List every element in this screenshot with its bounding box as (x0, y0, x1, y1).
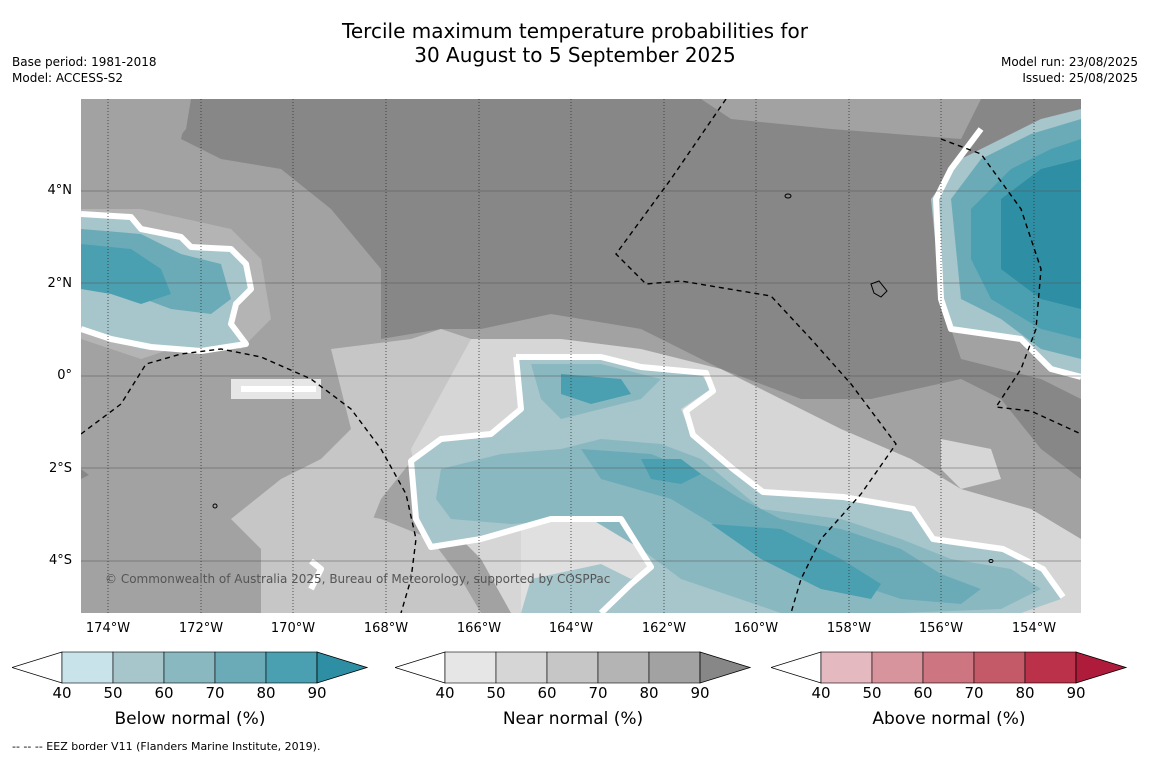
lon-tick-170w: 170°W (270, 621, 316, 636)
island-c (212, 503, 218, 509)
colorbar-tick-label: 40 (435, 684, 455, 702)
colorbar-swatch (648, 651, 701, 684)
map-panel: © Commonwealth of Australia 2025, Bureau… (80, 98, 1082, 616)
lat-tick-2s: 2°S (48, 461, 72, 476)
colorbar-above-swatches (771, 651, 1128, 684)
region-below-70-central (581, 449, 981, 604)
model-name: Model: ACCESS-S2 (12, 71, 124, 85)
colorbar-below-swatches (12, 651, 369, 684)
title-line-2: 30 August to 5 September 2025 (414, 43, 736, 67)
island-d (988, 559, 994, 563)
colorbar-near-title: Near normal (%) (502, 709, 644, 729)
contour-central-north (516, 354, 1066, 599)
colorbar-tick-label: 60 (537, 684, 557, 702)
colorbar-swatch (163, 651, 216, 684)
region-below-80-west (81, 244, 171, 304)
eez-footer-note: -- -- -- EEZ border V11 (Flanders Marine… (12, 740, 321, 753)
colorbar-tick-label: 70 (205, 684, 225, 702)
colorbar-tick-label: 80 (639, 684, 659, 702)
colorbar-max-arrow (316, 651, 369, 684)
lat-tick-4n: 4°N (47, 183, 73, 198)
lon-tick-160w: 160°W (733, 621, 779, 636)
colorbar-swatch (61, 651, 114, 684)
islands (212, 193, 994, 563)
island-b (784, 193, 792, 199)
lat-tick-4s: 4°S (48, 553, 72, 568)
lat-tick-2n: 2°N (47, 276, 73, 291)
lon-tick-166w: 166°W (456, 621, 502, 636)
island-a (870, 280, 888, 298)
region-below-80-central (641, 459, 701, 484)
lon-tick-168w: 168°W (363, 621, 409, 636)
eez-central (615, 98, 897, 614)
contour-central-south (408, 356, 654, 616)
colorbar-swatch (597, 651, 650, 684)
colorbar-tick-label: 40 (811, 684, 831, 702)
colorbar-swatch (265, 651, 318, 684)
colorbar-tick-label: 90 (690, 684, 710, 702)
colorbar-max-arrow (1075, 651, 1128, 684)
region-near-80-top (701, 99, 981, 139)
colorbar-below-title: Below normal (%) (114, 709, 266, 729)
lon-tick-174w: 174°W (85, 621, 131, 636)
colorbar-tick-label: 90 (307, 684, 327, 702)
colorbar-swatch (112, 651, 165, 684)
contour-tiny (308, 558, 324, 591)
colorbar-swatch (1024, 651, 1077, 684)
lat-tick-0: 0° (57, 368, 72, 383)
colorbar-swatch (495, 651, 548, 684)
region-below-80-south (711, 524, 881, 599)
colorbar-tick-label: 50 (862, 684, 882, 702)
colorbar-swatch (871, 651, 924, 684)
issued-date: Issued: 25/08/2025 (1022, 71, 1138, 85)
colorbar-tick-label: 70 (964, 684, 984, 702)
eez-borders (80, 98, 1082, 614)
copyright-note: © Commonwealth of Australia 2025, Bureau… (105, 572, 611, 586)
colorbar-tick-label: 90 (1066, 684, 1086, 702)
colorbar-above-title: Above normal (%) (872, 709, 1026, 729)
colorbar-swatch (922, 651, 975, 684)
region-near-60 (231, 329, 511, 569)
colorbar-tick-label: 60 (154, 684, 174, 702)
colorbar-swatch (820, 651, 873, 684)
colorbar-near-swatches (395, 651, 752, 684)
colorbar-tick-label: 60 (913, 684, 933, 702)
title-line-1: Tercile maximum temperature probabilitie… (342, 19, 808, 43)
colorbar-tick-label: 50 (103, 684, 123, 702)
lon-tick-162w: 162°W (641, 621, 687, 636)
colorbar-tick-label: 50 (486, 684, 506, 702)
colorbar-min-arrow (12, 651, 63, 684)
lat-gridlines (81, 190, 1081, 562)
lon-tick-154w: 154°W (1011, 621, 1057, 636)
contour-east (933, 127, 1082, 380)
region-below-80-central-n (561, 374, 631, 404)
region-near-80-nw (81, 99, 191, 199)
lon-tick-156w: 156°W (918, 621, 964, 636)
eez-east (940, 138, 1082, 435)
colorbar-min-arrow (771, 651, 822, 684)
colorbar-swatch (973, 651, 1026, 684)
colorbar-tick-label: 80 (1015, 684, 1035, 702)
meta-right: Model run: 23/08/2025 Issued: 25/08/2025 (1001, 54, 1138, 86)
region-near-50-east (941, 439, 1001, 489)
contour-50-lines (80, 127, 1082, 616)
colorbar-min-arrow (395, 651, 446, 684)
lon-tick-164w: 164°W (548, 621, 594, 636)
base-period: Base period: 1981-2018 (12, 55, 157, 69)
map-svg (80, 98, 1082, 616)
colorbar-tick-label: 40 (52, 684, 72, 702)
contour-west (80, 211, 254, 354)
colorbar-tick-label: 70 (588, 684, 608, 702)
colorbar-swatch (546, 651, 599, 684)
colorbar-tick-label: 80 (256, 684, 276, 702)
colorbar-swatch (444, 651, 497, 684)
meta-left: Base period: 1981-2018 Model: ACCESS-S2 (12, 54, 157, 86)
colorbar-max-arrow (699, 651, 752, 684)
lon-tick-158w: 158°W (826, 621, 872, 636)
model-run: Model run: 23/08/2025 (1000, 55, 1138, 69)
region-below-90-east (1001, 159, 1081, 309)
lon-tick-172w: 172°W (178, 621, 224, 636)
colorbar-swatch (214, 651, 267, 684)
map-title: Tercile maximum temperature probabilitie… (0, 19, 1150, 67)
